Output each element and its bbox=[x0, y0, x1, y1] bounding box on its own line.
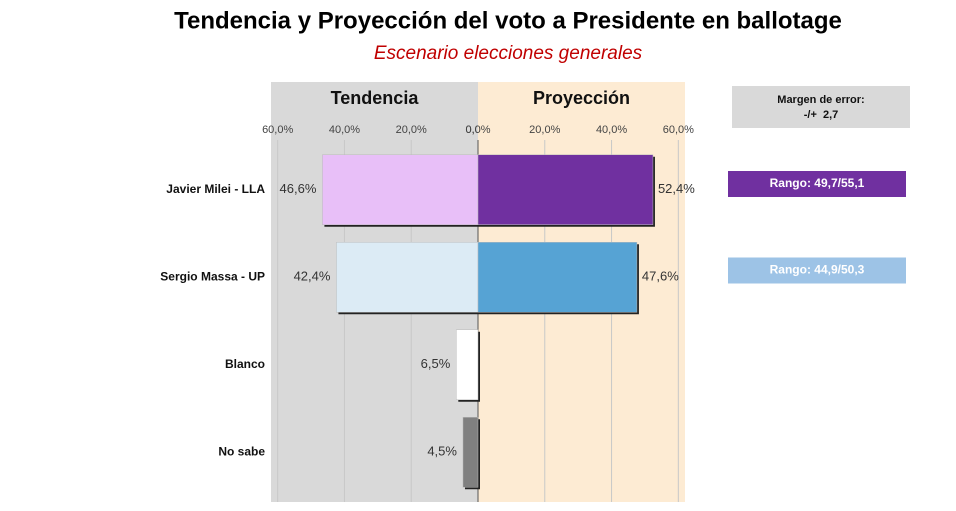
value-label: 46,6% bbox=[280, 181, 317, 196]
category-label: Blanco bbox=[225, 357, 265, 371]
panel-header: Tendencia bbox=[331, 88, 420, 108]
range-box bbox=[728, 171, 906, 197]
panel-header: Proyección bbox=[533, 88, 630, 108]
bar bbox=[456, 329, 479, 400]
value-label: 42,4% bbox=[294, 269, 331, 284]
bar bbox=[462, 417, 479, 488]
bar bbox=[336, 242, 479, 313]
value-label: 6,5% bbox=[421, 356, 451, 371]
x-tick-label: 40,0% bbox=[596, 124, 627, 136]
category-label: Javier Milei - LLA bbox=[166, 182, 265, 196]
value-label: 47,6% bbox=[642, 269, 679, 284]
bar bbox=[322, 154, 479, 225]
x-tick-label: 60,0% bbox=[262, 124, 293, 136]
value-label: 52,4% bbox=[658, 181, 695, 196]
category-label: No sabe bbox=[218, 444, 265, 458]
range-box bbox=[728, 257, 906, 284]
margin-title: Margen de error: bbox=[777, 94, 864, 106]
bar bbox=[477, 242, 638, 313]
range-label: Rango: 44,9/50,3 bbox=[770, 263, 865, 277]
x-tick-label: 20,0% bbox=[396, 124, 427, 136]
margin-box bbox=[732, 86, 910, 128]
value-label: 4,5% bbox=[427, 444, 457, 459]
range-label: Rango: 49,7/55,1 bbox=[770, 176, 865, 190]
chart-title: Tendencia y Proyección del voto a Presid… bbox=[174, 7, 842, 34]
bar bbox=[477, 154, 654, 225]
x-tick-label: 20,0% bbox=[529, 124, 560, 136]
category-label: Sergio Massa - UP bbox=[160, 269, 265, 283]
x-tick-label: 60,0% bbox=[663, 124, 694, 136]
chart-subtitle: Escenario elecciones generales bbox=[374, 43, 643, 64]
x-tick-label: 0,0% bbox=[465, 124, 490, 136]
margin-value: -/+ 2,7 bbox=[804, 109, 839, 121]
x-tick-label: 40,0% bbox=[329, 124, 360, 136]
